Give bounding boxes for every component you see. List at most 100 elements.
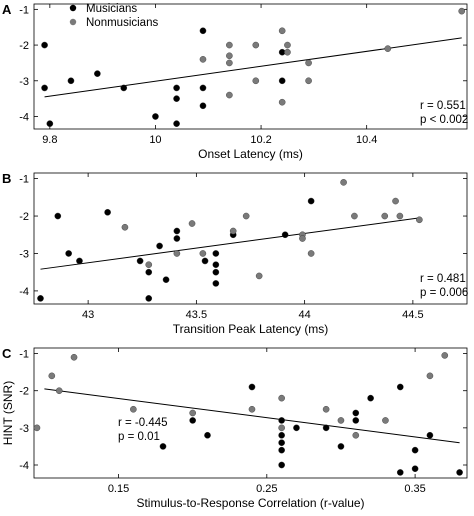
data-point-musicians <box>199 84 207 92</box>
data-point-musicians <box>411 446 419 454</box>
x-tick-label: 0.15 <box>108 483 129 495</box>
data-point-musicians <box>352 417 360 424</box>
data-point-nonmusicians <box>121 223 129 231</box>
data-point-musicians <box>156 242 163 250</box>
stat-r-value: r = 0.551 <box>420 100 466 112</box>
data-point-musicians <box>65 250 72 257</box>
stat-r-value: r = 0.481 <box>420 273 466 285</box>
data-point-musicians <box>396 469 404 476</box>
x-tick-label: 9.8 <box>42 134 57 146</box>
legend-label-musicians: Musicians <box>86 3 137 15</box>
data-point-musicians <box>204 431 211 439</box>
y-axis-label: HINT (SNR) <box>1 381 15 445</box>
data-point-nonmusicians <box>145 261 153 269</box>
data-point-musicians <box>278 417 285 424</box>
data-point-musicians <box>104 208 111 216</box>
data-point-musicians <box>120 84 128 92</box>
data-point-musicians <box>41 41 48 49</box>
data-point-musicians <box>173 227 181 235</box>
data-point-musicians <box>278 461 285 469</box>
data-point-musicians <box>94 70 101 77</box>
x-tick-label: 10 <box>149 134 161 146</box>
data-point-nonmusicians <box>322 405 330 413</box>
data-point-nonmusicians <box>351 212 358 220</box>
panel-letter: C <box>2 346 12 361</box>
stat-p-value: p < 0.002 <box>420 114 468 126</box>
data-point-nonmusicians <box>226 52 233 60</box>
data-point-nonmusicians <box>226 41 233 49</box>
data-point-nonmusicians <box>278 27 286 35</box>
data-point-nonmusicians <box>381 212 389 220</box>
data-point-musicians <box>367 394 374 402</box>
y-tick-label: -1 <box>19 349 29 361</box>
data-point-nonmusicians <box>226 91 233 99</box>
x-tick-label: 43 <box>82 309 94 321</box>
data-point-nonmusicians <box>252 41 260 49</box>
x-tick-label: 44.5 <box>402 309 423 321</box>
data-point-musicians <box>352 409 360 417</box>
data-point-musicians <box>201 257 209 265</box>
x-axis-label: Onset Latency (ms) <box>198 147 303 161</box>
data-point-nonmusicians <box>229 227 237 235</box>
data-point-musicians <box>396 383 404 391</box>
data-point-nonmusicians <box>340 179 347 186</box>
data-point-nonmusicians <box>252 77 260 85</box>
regression-line <box>44 388 460 444</box>
data-point-musicians <box>189 417 196 424</box>
data-point-musicians <box>456 469 463 476</box>
y-tick-label: -1 <box>19 174 29 186</box>
y-tick-label: -3 <box>19 423 29 435</box>
panel-letter: B <box>2 171 11 186</box>
data-point-musicians <box>162 276 170 283</box>
data-point-nonmusicians <box>284 48 291 56</box>
data-point-nonmusicians <box>441 352 449 359</box>
data-point-nonmusicians <box>199 56 207 63</box>
legend-label-nonmusicians: Nonmusicians <box>86 17 158 29</box>
data-point-nonmusicians <box>255 272 263 280</box>
data-point-nonmusicians <box>384 45 392 52</box>
data-point-musicians <box>145 295 153 302</box>
stat-p-value: p = 0.006 <box>420 287 468 299</box>
data-point-nonmusicians <box>48 372 56 380</box>
y-tick-label: -2 <box>19 386 29 398</box>
data-point-musicians <box>54 212 62 220</box>
data-point-nonmusicians <box>337 417 345 424</box>
data-point-musicians <box>411 465 419 473</box>
data-point-musicians <box>278 77 286 85</box>
panel-letter: A <box>2 2 12 17</box>
data-point-nonmusicians <box>305 77 312 85</box>
data-point-nonmusicians <box>352 431 360 439</box>
stat-p-value: p = 0.01 <box>118 431 160 443</box>
data-point-nonmusicians <box>248 405 256 413</box>
data-point-nonmusicians <box>392 197 399 205</box>
data-point-nonmusicians <box>226 59 233 67</box>
stat-r-value: r = -0.445 <box>118 417 168 429</box>
data-point-musicians <box>136 257 144 265</box>
data-point-nonmusicians <box>426 372 434 380</box>
x-tick-label: 10.4 <box>356 134 377 146</box>
data-point-nonmusicians <box>199 250 207 257</box>
data-point-nonmusicians <box>396 212 404 220</box>
y-tick-label: -3 <box>19 76 29 88</box>
data-point-musicians <box>337 443 345 450</box>
data-point-musicians <box>152 113 159 120</box>
panel-c: C -4 -3 -2 -1 0.15 0.25 0.35 Stimulus-to-Respons… <box>1 346 468 510</box>
data-point-nonmusicians <box>173 250 181 257</box>
y-tick-label: -4 <box>19 286 29 298</box>
data-point-nonmusicians <box>305 59 312 67</box>
data-point-nonmusicians <box>188 220 196 227</box>
data-point-nonmusicians <box>416 216 423 224</box>
y-tick-label: -2 <box>19 211 29 223</box>
data-point-musicians <box>46 120 54 127</box>
data-point-nonmusicians <box>189 409 196 417</box>
x-tick-label: 0.35 <box>404 483 425 495</box>
data-point-nonmusicians <box>278 98 286 106</box>
data-point-musicians <box>173 235 181 242</box>
legend: Musicians Nonmusicians <box>69 3 158 29</box>
data-point-nonmusicians <box>242 212 250 220</box>
data-point-nonmusicians <box>458 7 466 15</box>
data-point-musicians <box>293 424 300 432</box>
data-point-musicians <box>173 84 180 92</box>
regression-line <box>44 37 462 98</box>
axes-frame <box>33 347 468 479</box>
